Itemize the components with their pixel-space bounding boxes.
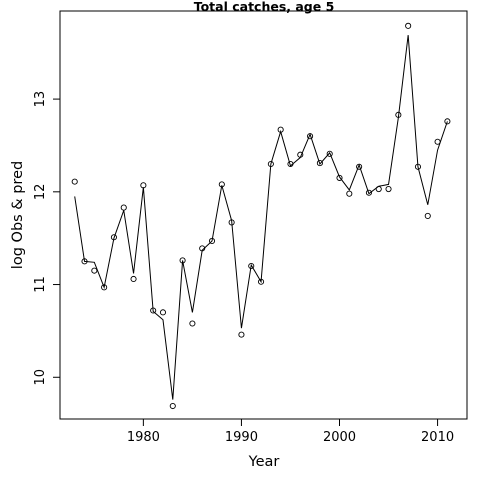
observed-point — [326, 150, 333, 157]
observed-point — [336, 174, 343, 181]
observed-point — [110, 234, 117, 241]
y-tick-label: 12 — [33, 184, 48, 201]
x-axis: 1980 1990 2000 2010 — [127, 419, 454, 445]
plot-area — [71, 22, 451, 410]
observed-point — [414, 163, 422, 170]
observed-point — [375, 185, 382, 193]
observed-point — [120, 204, 127, 211]
observed-point — [287, 160, 294, 168]
observed-point — [159, 309, 167, 316]
observed-point — [91, 267, 98, 274]
observed-point — [150, 307, 157, 314]
observed-point — [101, 284, 108, 291]
observed-point — [405, 22, 412, 29]
observed-point — [385, 185, 392, 193]
observed-point — [130, 275, 137, 283]
plot-frame — [59, 10, 468, 420]
observed-point — [444, 118, 451, 125]
observed-point — [277, 126, 284, 133]
y-tick-label: 13 — [33, 91, 48, 108]
observed-point — [238, 331, 245, 338]
observed-point — [395, 111, 402, 118]
observed-point — [208, 237, 216, 245]
observed-point — [169, 402, 176, 410]
chart-title: Total catches, age 5 — [194, 0, 335, 14]
observed-point — [356, 163, 363, 170]
observed-point — [179, 257, 186, 264]
observed-point — [424, 212, 431, 219]
y-tick-label: 10 — [33, 369, 48, 386]
observed-point — [218, 181, 225, 188]
observed-point — [316, 160, 323, 167]
x-tick-label: 1990 — [225, 430, 258, 445]
x-tick-label: 1980 — [127, 430, 160, 445]
predicted-line — [74, 35, 448, 400]
observed-point — [346, 190, 353, 197]
y-axis: 10 11 12 13 — [33, 91, 60, 386]
x-tick-label: 2010 — [421, 430, 454, 445]
x-tick-label: 2000 — [323, 430, 356, 445]
x-axis-title: Year — [248, 454, 280, 470]
observed-point — [140, 182, 147, 189]
observed-point — [71, 178, 78, 185]
observed-point — [257, 278, 265, 285]
observed-point — [297, 151, 304, 158]
observed-point — [189, 320, 196, 327]
observed-point — [365, 189, 372, 196]
observed-point — [434, 138, 441, 145]
observed-point — [267, 160, 274, 168]
observed-point — [228, 219, 235, 226]
y-axis-title: log Obs & pred — [10, 161, 26, 269]
observed-point — [307, 133, 314, 140]
y-tick-label: 11 — [33, 276, 48, 293]
observed-point — [199, 245, 206, 252]
observed-point — [248, 262, 255, 270]
observed-point — [81, 258, 88, 265]
